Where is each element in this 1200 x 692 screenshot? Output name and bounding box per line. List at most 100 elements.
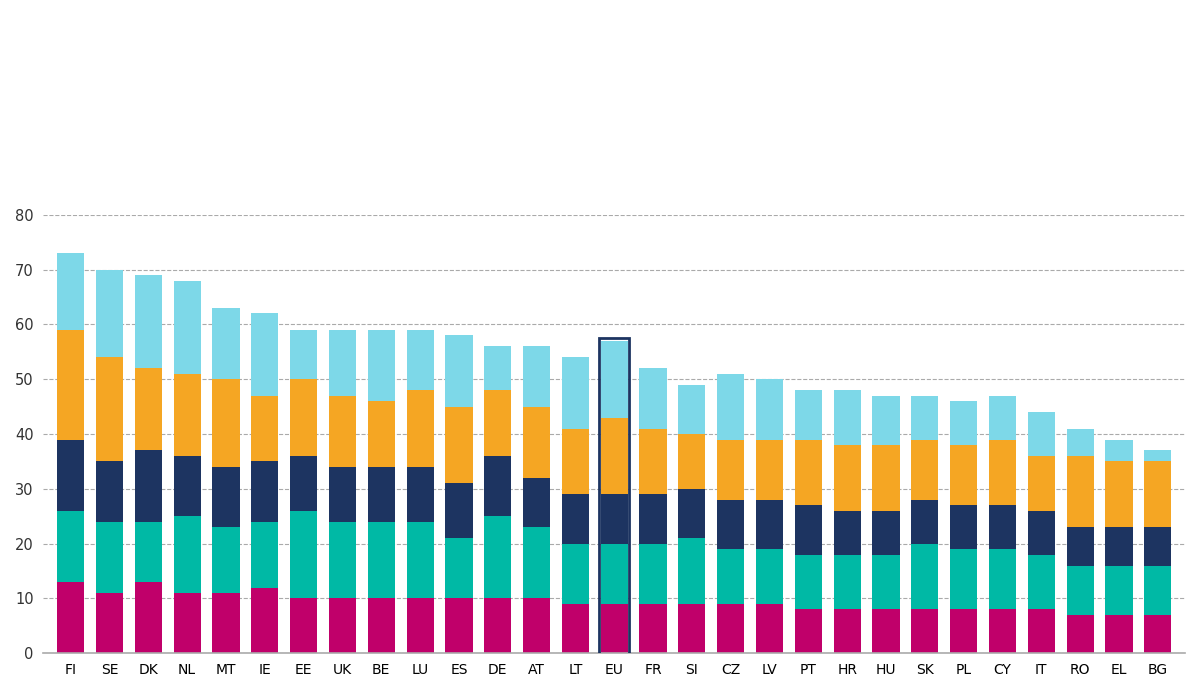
Bar bbox=[251, 462, 278, 522]
Bar bbox=[367, 467, 395, 522]
Bar bbox=[1027, 554, 1055, 610]
Bar bbox=[523, 527, 550, 599]
Bar bbox=[911, 396, 938, 439]
Bar bbox=[367, 599, 395, 653]
Bar bbox=[134, 368, 162, 450]
Bar bbox=[484, 346, 511, 390]
Bar bbox=[174, 593, 200, 653]
Bar bbox=[989, 610, 1016, 653]
Bar bbox=[1067, 428, 1093, 456]
Bar bbox=[640, 544, 667, 604]
Bar bbox=[718, 549, 744, 604]
Bar bbox=[794, 390, 822, 439]
Bar bbox=[834, 390, 860, 445]
Bar bbox=[1105, 462, 1133, 527]
Bar bbox=[1145, 565, 1171, 615]
Bar bbox=[794, 439, 822, 505]
Bar bbox=[834, 511, 860, 554]
Bar bbox=[523, 599, 550, 653]
Bar bbox=[562, 604, 589, 653]
Bar bbox=[601, 494, 628, 544]
Bar bbox=[756, 439, 784, 500]
Bar bbox=[950, 610, 977, 653]
Bar bbox=[1067, 565, 1093, 615]
Bar bbox=[601, 417, 628, 494]
Bar bbox=[794, 554, 822, 610]
Bar bbox=[718, 604, 744, 653]
Bar bbox=[174, 516, 200, 593]
Bar bbox=[174, 374, 200, 456]
Bar bbox=[212, 467, 240, 527]
Bar bbox=[290, 456, 317, 511]
Bar bbox=[290, 599, 317, 653]
Bar bbox=[989, 505, 1016, 549]
Bar bbox=[290, 330, 317, 379]
Bar bbox=[911, 500, 938, 544]
Bar bbox=[718, 439, 744, 500]
Bar bbox=[1027, 511, 1055, 554]
Bar bbox=[329, 330, 356, 396]
Bar bbox=[329, 599, 356, 653]
Bar bbox=[134, 522, 162, 582]
Bar bbox=[562, 428, 589, 494]
Bar bbox=[640, 428, 667, 494]
Bar bbox=[329, 467, 356, 522]
Bar bbox=[1067, 527, 1093, 565]
Bar bbox=[601, 544, 628, 604]
Bar bbox=[872, 511, 900, 554]
Bar bbox=[523, 407, 550, 478]
Bar bbox=[872, 610, 900, 653]
Bar bbox=[678, 434, 706, 489]
Bar bbox=[601, 604, 628, 653]
Bar bbox=[834, 610, 860, 653]
Bar bbox=[407, 522, 433, 599]
Bar bbox=[96, 270, 124, 357]
Bar bbox=[678, 489, 706, 538]
Bar bbox=[134, 275, 162, 368]
Bar bbox=[989, 439, 1016, 505]
Bar bbox=[251, 522, 278, 588]
Bar bbox=[445, 599, 473, 653]
Bar bbox=[251, 588, 278, 653]
Bar bbox=[96, 462, 124, 522]
Bar bbox=[96, 357, 124, 462]
Bar bbox=[718, 500, 744, 549]
Bar bbox=[58, 511, 84, 582]
Bar bbox=[872, 445, 900, 511]
Bar bbox=[484, 516, 511, 599]
Bar bbox=[756, 604, 784, 653]
Bar bbox=[445, 407, 473, 483]
Bar bbox=[290, 511, 317, 599]
Bar bbox=[484, 456, 511, 516]
Bar bbox=[834, 445, 860, 511]
Bar bbox=[1105, 565, 1133, 615]
Bar bbox=[407, 599, 433, 653]
Bar bbox=[1145, 615, 1171, 653]
Bar bbox=[58, 439, 84, 511]
Bar bbox=[562, 494, 589, 544]
Bar bbox=[1105, 439, 1133, 462]
Bar bbox=[950, 445, 977, 505]
Bar bbox=[872, 554, 900, 610]
Bar bbox=[678, 604, 706, 653]
Bar bbox=[756, 549, 784, 604]
Bar bbox=[640, 494, 667, 544]
Bar bbox=[484, 599, 511, 653]
Bar bbox=[212, 379, 240, 467]
Bar bbox=[329, 396, 356, 467]
Bar bbox=[445, 538, 473, 599]
Bar bbox=[1145, 450, 1171, 462]
Bar bbox=[950, 401, 977, 445]
Bar bbox=[251, 313, 278, 396]
Bar bbox=[329, 522, 356, 599]
Bar bbox=[367, 401, 395, 467]
Bar bbox=[1145, 527, 1171, 565]
Bar bbox=[96, 522, 124, 593]
Bar bbox=[562, 357, 589, 428]
Bar bbox=[989, 549, 1016, 610]
Bar bbox=[58, 582, 84, 653]
Bar bbox=[756, 500, 784, 549]
Bar bbox=[212, 308, 240, 379]
Bar bbox=[407, 390, 433, 467]
Bar bbox=[1067, 456, 1093, 527]
